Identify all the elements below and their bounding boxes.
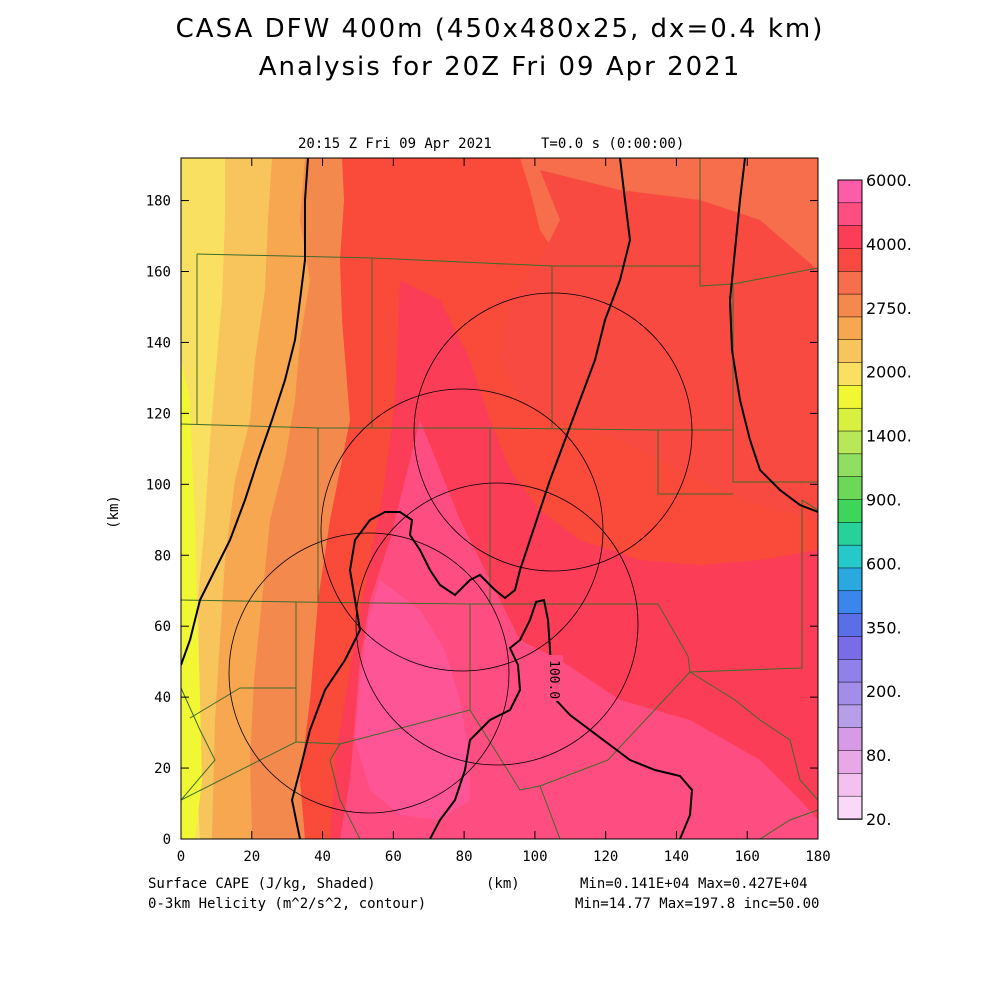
radar-ring-2 [320, 388, 604, 672]
colorbar-swatch [837, 430, 863, 455]
x-axis-label: (km) [486, 876, 520, 892]
x-tick-label: 160 [735, 849, 760, 865]
x-tick-label: 0 [177, 849, 185, 865]
x-tick-label: 60 [385, 849, 402, 865]
colorbar-swatch [837, 248, 863, 273]
colorbar-swatch [837, 659, 863, 683]
radar-ring-1 [413, 292, 693, 572]
colorbar-swatch [837, 704, 863, 729]
colorbar-labels: 6000. 4000. 2750. 2000. 1400. 900. 600. 350. 200… [866, 171, 912, 829]
colorbar-swatch [837, 407, 863, 432]
x-tick-label: 20 [243, 849, 260, 865]
colorbar-swatch [837, 499, 863, 524]
x-tick-label: 120 [593, 849, 618, 865]
y-axis-tick-labels: 0 20 40 60 80 100 120 140 160 180 [146, 194, 171, 848]
x-tick-label: 180 [805, 849, 830, 865]
colorbar-swatch [837, 202, 863, 227]
colorbar-label: 2750. [866, 299, 912, 318]
y-axis-label: (km) [106, 495, 122, 529]
y-tick-label: 20 [154, 761, 171, 777]
colorbar-label: 350. [866, 618, 902, 637]
x-tick-label: 140 [664, 849, 689, 865]
helicity-contour-east [429, 598, 694, 839]
colorbar-swatch [837, 636, 863, 661]
colorbar-label: 4000. [866, 235, 912, 254]
y-tick-label: 60 [154, 619, 171, 635]
x-axis-tick-labels: 0 20 40 60 80 100 120 140 160 180 [177, 849, 831, 865]
colorbar-label: 600. [866, 554, 902, 573]
helicity-contour-100 [290, 158, 632, 839]
cape-band-3250-ne [500, 170, 818, 520]
colorbar [837, 179, 863, 820]
contour-label-bg [545, 655, 563, 701]
valid-time: 20:15 Z Fri 09 Apr 2021 [298, 136, 492, 152]
map-title: CASA DFW 400m (450x480x25, dx=0.4 km) [175, 14, 825, 44]
colorbar-swatch [837, 727, 863, 752]
colorbar-swatch [837, 590, 863, 615]
contour-value-label: 100.0 [546, 660, 561, 699]
colorbar-swatch [837, 316, 863, 341]
colorbar-label: 1400. [866, 427, 912, 446]
y-axis-ticks [181, 200, 818, 840]
colorbar-swatch [837, 339, 863, 364]
colorbar-label: 2000. [866, 363, 912, 382]
y-tick-label: 120 [146, 406, 171, 422]
shaded-field-label: Surface CAPE (J/kg, Shaded) [148, 876, 376, 892]
colorbar-swatch [837, 362, 863, 387]
y-tick-label: 180 [146, 194, 171, 210]
y-tick-label: 100 [146, 477, 171, 493]
colorbar-swatch [837, 453, 863, 478]
colorbar-swatch [837, 271, 863, 295]
colorbar-swatch [837, 773, 863, 797]
y-tick-label: 160 [146, 265, 171, 281]
x-tick-label: 80 [456, 849, 473, 865]
colorbar-swatch [837, 567, 863, 592]
x-tick-label: 100 [522, 849, 547, 865]
colorbar-label: 900. [866, 491, 902, 510]
cape-band-1750 [181, 360, 202, 839]
radar-ring-3 [355, 482, 639, 766]
colorbar-swatch [837, 293, 863, 318]
x-tick-label: 40 [314, 849, 331, 865]
colorbar-label: 20. [866, 810, 891, 829]
colorbar-label: 80. [866, 746, 891, 765]
helicity-contours [181, 158, 818, 839]
contour-field-label: 0-3km Helicity (m^2/s^2, contour) [148, 896, 427, 912]
y-tick-label: 80 [154, 548, 171, 564]
cape-band-4250 [355, 580, 470, 820]
helicity-contour-northeast [728, 158, 818, 513]
colorbar-swatch [837, 225, 863, 250]
colorbar-swatch [837, 795, 863, 820]
colorbar-frame [837, 179, 863, 820]
model-time: T=0.0 s (0:00:00) [541, 136, 685, 152]
colorbar-swatch [837, 522, 863, 546]
colorbar-label: 6000. [866, 171, 912, 190]
cape-shading [181, 158, 818, 839]
radar-ring-4 [228, 532, 510, 814]
colorbar-swatch [837, 476, 863, 501]
colorbar-swatch [837, 681, 863, 706]
colorbar-swatch [837, 613, 863, 638]
radar-range-rings [228, 292, 693, 814]
plot-frame [180, 157, 819, 840]
x-axis-ticks [180, 158, 819, 839]
colorbar-swatch [837, 544, 863, 569]
colorbar-swatch [837, 385, 863, 409]
colorbar-label: 200. [866, 682, 902, 701]
colorbar-swatch [837, 179, 863, 204]
helicity-contour-west [181, 158, 309, 666]
map-subtitle: Analysis for 20Z Fri 09 Apr 2021 [258, 52, 742, 82]
y-tick-label: 40 [154, 690, 171, 706]
colorbar-swatch [837, 750, 863, 775]
y-tick-label: 140 [146, 335, 171, 351]
shaded-stats: Min=0.141E+04 Max=0.427E+04 [580, 876, 808, 892]
contour-stats: Min=14.77 Max=197.8 inc=50.00 [575, 896, 820, 912]
y-tick-label: 0 [163, 832, 171, 848]
